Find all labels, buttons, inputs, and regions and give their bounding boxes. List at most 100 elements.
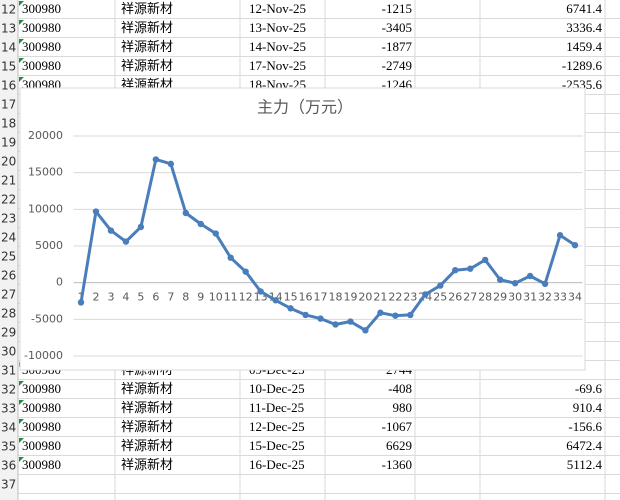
cell: 1459.4 — [566, 39, 602, 54]
row-number: 26 — [1, 269, 16, 283]
x-tick-label: 32 — [538, 291, 552, 304]
row-number: 24 — [1, 231, 16, 245]
cell: -69.6 — [575, 381, 603, 396]
chart-area[interactable] — [19, 87, 586, 371]
text-number-flag — [19, 58, 24, 63]
row-number: 18 — [1, 117, 16, 131]
row-number: 22 — [1, 193, 16, 207]
x-tick-label: 5 — [137, 291, 144, 304]
row-number: 23 — [1, 212, 16, 226]
point — [452, 267, 459, 274]
point — [347, 318, 354, 325]
text-number-flag — [19, 20, 24, 25]
point — [152, 156, 160, 163]
cell: 3336.4 — [566, 20, 602, 35]
row-number: 12 — [1, 3, 16, 17]
point — [257, 288, 264, 295]
cell: 13-Nov-25 — [249, 20, 306, 35]
cell: 12-Dec-25 — [249, 419, 305, 434]
point — [467, 265, 474, 272]
cell: 300980 — [22, 400, 61, 415]
x-tick-label: 27 — [463, 291, 477, 304]
row-number: 20 — [1, 155, 16, 169]
point — [437, 282, 444, 289]
point — [77, 299, 85, 306]
x-tick-label: 15 — [284, 291, 298, 304]
x-tick-label: 16 — [299, 291, 313, 304]
cell: 300980 — [22, 58, 61, 73]
cell: 16-Dec-25 — [249, 457, 305, 472]
cell: -2749 — [382, 58, 412, 73]
cell: -408 — [388, 381, 412, 396]
cell: 祥源新材 — [121, 381, 173, 396]
cell: 300980 — [22, 419, 61, 434]
x-tick-label: 2 — [92, 291, 99, 304]
cell: 5112.4 — [567, 457, 603, 472]
point — [92, 208, 100, 215]
cell: 910.4 — [573, 400, 603, 415]
row-number: 14 — [1, 41, 16, 55]
point — [167, 160, 175, 168]
x-tick-label: 25 — [433, 291, 447, 304]
cell: 祥源新材 — [121, 39, 173, 54]
cell: 祥源新材 — [121, 438, 173, 453]
x-tick-label: 4 — [122, 291, 129, 304]
cell: 300980 — [22, 1, 61, 16]
cell: 15-Dec-25 — [249, 438, 305, 453]
x-tick-label: 17 — [314, 291, 328, 304]
cell: 12-Nov-25 — [249, 1, 306, 16]
cell: 300980 — [22, 381, 61, 396]
text-number-flag — [19, 457, 24, 462]
cell: 300980 — [22, 438, 61, 453]
cell: 300980 — [22, 39, 61, 54]
y-tick-label: -5000 — [31, 312, 63, 325]
row-header — [0, 0, 18, 500]
row-number: 32 — [1, 383, 16, 397]
point — [182, 209, 189, 217]
point — [227, 254, 234, 261]
cell: 祥源新材 — [121, 457, 173, 472]
point — [272, 297, 279, 304]
point — [377, 309, 384, 316]
chart[interactable]: 主力（万元） -10000 -5000 0 5000 10000 15000 20000 1 2… — [19, 87, 586, 371]
cell: 祥源新材 — [121, 20, 173, 35]
cell: 祥源新材 — [121, 419, 173, 434]
x-tick-label: 6 — [152, 291, 159, 304]
text-number-flag — [19, 400, 24, 405]
cell: -1067 — [382, 419, 413, 434]
x-tick-label: 23 — [403, 291, 417, 304]
cell: 14-Nov-25 — [249, 39, 306, 54]
x-tick-label: 29 — [493, 291, 507, 304]
point — [556, 232, 564, 239]
row-number: 30 — [1, 345, 16, 359]
y-tick-label: -10000 — [24, 349, 63, 362]
point — [107, 227, 115, 234]
x-tick-label: 33 — [553, 291, 567, 304]
row-number: 35 — [1, 440, 16, 454]
x-tick-label: 12 — [239, 291, 253, 304]
x-tick-label: 30 — [508, 291, 522, 304]
y-tick-label: 0 — [56, 276, 63, 289]
line — [79, 157, 576, 332]
cell: 11-Dec-25 — [249, 400, 304, 415]
x-tick-label: 34 — [568, 291, 582, 304]
text-number-flag — [19, 77, 24, 82]
cell: 17-Nov-25 — [249, 58, 306, 73]
row-number: 17 — [1, 98, 16, 112]
point — [481, 256, 489, 264]
cell: -156.6 — [568, 419, 602, 434]
cell: 祥源新材 — [121, 400, 173, 415]
cell: 980 — [393, 400, 413, 415]
row-number: 15 — [1, 60, 16, 74]
text-number-flag — [19, 1, 24, 6]
point — [137, 223, 145, 231]
cell: 10-Dec-25 — [249, 381, 305, 396]
point — [197, 220, 204, 228]
row-number: 33 — [1, 402, 16, 416]
text-number-flag — [19, 438, 24, 443]
cell: 300980 — [22, 20, 61, 35]
x-tick-label: 31 — [523, 291, 537, 304]
cell: -1360 — [382, 457, 412, 472]
point — [287, 305, 294, 312]
